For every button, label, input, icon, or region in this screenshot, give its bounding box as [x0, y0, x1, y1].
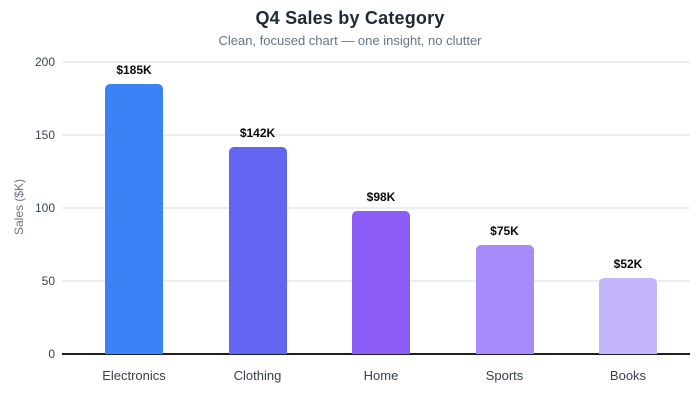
chart-title: Q4 Sales by Category — [255, 8, 445, 28]
x-axis-category-label: Electronics — [102, 368, 166, 383]
y-axis-tick-label: 0 — [48, 347, 55, 361]
bar-value-label: $142K — [239, 125, 276, 140]
chart-subtitle: Clean, focused chart — one insight, no c… — [218, 33, 482, 48]
y-axis-tick-label: 50 — [41, 274, 55, 288]
y-axis-tick-label: 100 — [34, 201, 55, 215]
bar-value-label: $185K — [116, 62, 152, 77]
x-axis-category-label: Home — [363, 368, 399, 383]
bar-clothing — [228, 146, 287, 354]
bar-value-label: $52K — [613, 257, 643, 272]
bar-value-label: $75K — [490, 223, 519, 238]
y-gridline — [62, 134, 690, 136]
bar-value-label: $98K — [366, 189, 396, 204]
bar-books — [599, 278, 657, 354]
x-axis-category-label: Books — [609, 368, 647, 383]
y-axis-tick-label: 150 — [34, 128, 55, 142]
y-gridline — [62, 207, 690, 209]
x-axis-baseline — [62, 353, 690, 355]
bar-home — [352, 210, 410, 354]
bar-electronics — [105, 83, 163, 354]
bar-sports — [475, 244, 534, 354]
y-axis-tick-label: 200 — [34, 55, 55, 69]
y-gridline — [62, 61, 690, 63]
x-axis-category-label: Clothing — [233, 368, 282, 383]
x-axis-category-label: Sports — [485, 368, 524, 383]
